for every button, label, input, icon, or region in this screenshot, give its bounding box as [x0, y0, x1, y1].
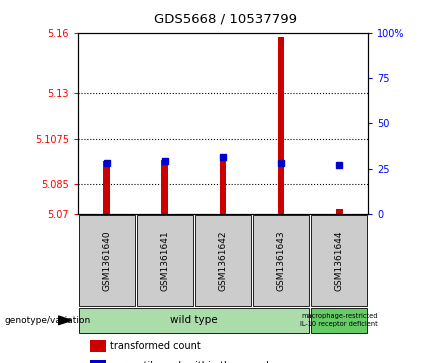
Text: GSM1361641: GSM1361641	[161, 230, 169, 291]
Bar	[90, 360, 106, 363]
Text: GDS5668 / 10537799: GDS5668 / 10537799	[154, 13, 297, 26]
Text: genotype/variation: genotype/variation	[4, 316, 90, 325]
FancyBboxPatch shape	[78, 215, 136, 306]
Text: transformed count: transformed count	[110, 341, 200, 351]
Polygon shape	[58, 316, 71, 325]
FancyBboxPatch shape	[310, 215, 368, 306]
Text: macrophage-restricted
IL-10 receptor deficient: macrophage-restricted IL-10 receptor def…	[301, 313, 378, 327]
Bar	[162, 160, 168, 214]
Text: GSM1361643: GSM1361643	[277, 230, 285, 291]
Bar	[90, 340, 106, 352]
FancyBboxPatch shape	[194, 215, 252, 306]
Text: GSM1361642: GSM1361642	[219, 230, 227, 291]
Bar	[103, 161, 110, 214]
FancyBboxPatch shape	[136, 215, 194, 306]
FancyBboxPatch shape	[252, 215, 310, 306]
Bar	[220, 159, 226, 214]
Bar	[336, 209, 343, 214]
Text: percentile rank within the sample: percentile rank within the sample	[110, 361, 275, 363]
Text: GSM1361640: GSM1361640	[103, 230, 111, 291]
Text: GSM1361644: GSM1361644	[335, 230, 343, 291]
Bar	[278, 37, 284, 214]
Text: wild type: wild type	[170, 315, 218, 325]
FancyBboxPatch shape	[78, 308, 309, 333]
FancyBboxPatch shape	[311, 308, 368, 333]
